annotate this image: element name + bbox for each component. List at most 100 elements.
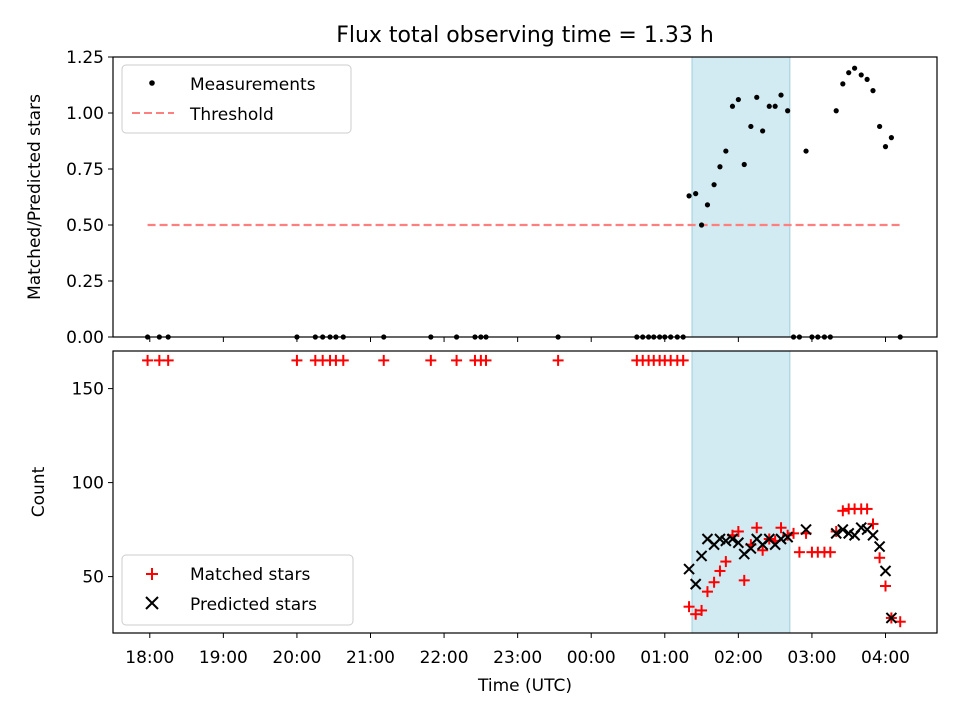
top-legend-box (121, 64, 352, 134)
matched-star-point (775, 522, 787, 534)
matched-star-point (732, 525, 744, 537)
predicted-star-point (695, 550, 708, 562)
measurement-point (833, 108, 839, 114)
bottom-x-tick-label: 18:00 (125, 648, 174, 668)
measurement-point (693, 191, 699, 197)
legend-measurements-label: Measurements (190, 75, 316, 95)
matched-star-point (677, 354, 689, 366)
bottom-y-tick-label: 100 (72, 474, 104, 494)
matched-star-point (337, 354, 349, 366)
measurement-point (840, 81, 846, 87)
bottom-legend-box (121, 554, 354, 626)
measurement-point (778, 92, 784, 98)
bottom-x-tick-label: 22:00 (420, 648, 469, 668)
predicted-star-point (775, 533, 787, 545)
bottom-x-tick-label: 19:00 (199, 648, 248, 668)
bottom-x-tick-label: 23:00 (493, 648, 542, 668)
matched-star-point (824, 546, 836, 558)
measurement-point (766, 103, 772, 109)
measurement-point (748, 123, 754, 130)
measurement-point (741, 161, 747, 168)
matched-star-point (696, 604, 708, 616)
bottom-axes-frame (112, 350, 938, 634)
bottom-x-tick-label: 04:00 (861, 648, 910, 668)
matched-star-point (837, 505, 849, 517)
matched-star-point (378, 354, 390, 366)
bottom-y-tick-label: 50 (82, 568, 104, 588)
bottom-x-tick-label: 20:00 (272, 648, 321, 668)
measurement-point (785, 108, 791, 114)
measurement-point (711, 182, 717, 188)
measurement-point (754, 94, 760, 100)
matched-star-point (867, 518, 879, 530)
bottom-x-tick-label: 00:00 (567, 648, 616, 668)
bottom-highlight-span (691, 350, 791, 634)
top-panel: 0.00 0.25 0.50 0.75 1.00 1.25 Matched/Predict… (25, 48, 938, 348)
matched-star-point (874, 552, 886, 564)
measurement-point (686, 193, 692, 199)
matched-star-point (451, 354, 463, 366)
predicted-star-point (745, 542, 757, 555)
predicted-star-point (781, 531, 794, 543)
legend-measurements-marker (149, 80, 155, 86)
matched-star-point (757, 544, 769, 556)
top-chart-title: Flux total observing time = 1.33 h (336, 23, 714, 48)
matched-star-point (720, 556, 732, 568)
top-legend: Measurements Threshold (121, 64, 352, 134)
top-axes-frame (112, 56, 938, 338)
bottom-y-ticks: 50 100 150 (72, 380, 113, 588)
legend-matched-label: Matched stars (190, 565, 310, 585)
bottom-panel: 50 100 150 18:00 19:00 20:00 21:00 22:00 23:00 0… (29, 350, 938, 696)
predicted-star-point (689, 578, 702, 590)
top-y-tick-label: 0.75 (66, 160, 104, 180)
bottom-x-tick-label: 01:00 (640, 648, 689, 668)
measurement-point (729, 103, 736, 109)
bottom-y-tick-label: 150 (72, 380, 104, 400)
measurement-point (698, 222, 705, 228)
bottom-x-tick-label: 03:00 (787, 648, 836, 668)
measurement-point (803, 148, 809, 154)
measurement-point (882, 144, 889, 150)
matched-star-point (701, 586, 713, 598)
top-highlight-span (691, 56, 791, 338)
bottom-x-tick-label: 21:00 (346, 648, 395, 668)
matched-star-point (751, 522, 763, 534)
legend-predicted-marker (145, 596, 159, 610)
measurement-point (846, 70, 852, 76)
matched-star-point (788, 527, 800, 539)
matched-star-point (142, 354, 154, 366)
matched-star-point (793, 546, 805, 558)
predicted-star-point (867, 529, 879, 541)
measurement-point (888, 135, 894, 141)
top-y-tick-label: 0.25 (66, 272, 104, 292)
matched-star-point (714, 565, 726, 577)
matched-star-point (480, 354, 492, 366)
predicted-star-point (720, 535, 732, 547)
measurement-point (717, 164, 723, 170)
predicted-star-point (830, 527, 842, 540)
legend-matched-marker (146, 568, 158, 580)
bottom-x-tick-label: 02:00 (714, 648, 763, 668)
bottom-y-axis-label: Count (29, 466, 49, 517)
top-y-tick-label: 0.00 (66, 328, 104, 348)
measurement-point (704, 202, 711, 208)
matched-star-point (690, 608, 702, 620)
measurement-point (723, 148, 729, 154)
top-x-ticks (149, 337, 886, 342)
matched-star-point (162, 354, 174, 366)
measurement-point (852, 65, 858, 71)
top-y-tick-label: 0.50 (66, 216, 104, 236)
top-y-tick-label: 1.00 (66, 104, 104, 124)
top-y-axis-label: Matched/Predicted stars (25, 94, 45, 300)
matched-star-point (552, 354, 564, 366)
matched-star-point (683, 601, 695, 613)
measurement-point (760, 128, 766, 134)
measurement-point (864, 76, 870, 82)
measurement-point (877, 123, 883, 130)
predicted-star-point (732, 537, 745, 549)
predicted-star-point (879, 565, 892, 577)
matched-star-point (880, 580, 891, 592)
measurement-point (772, 103, 778, 109)
matched-star-point (291, 354, 303, 366)
bottom-marks (142, 354, 906, 628)
